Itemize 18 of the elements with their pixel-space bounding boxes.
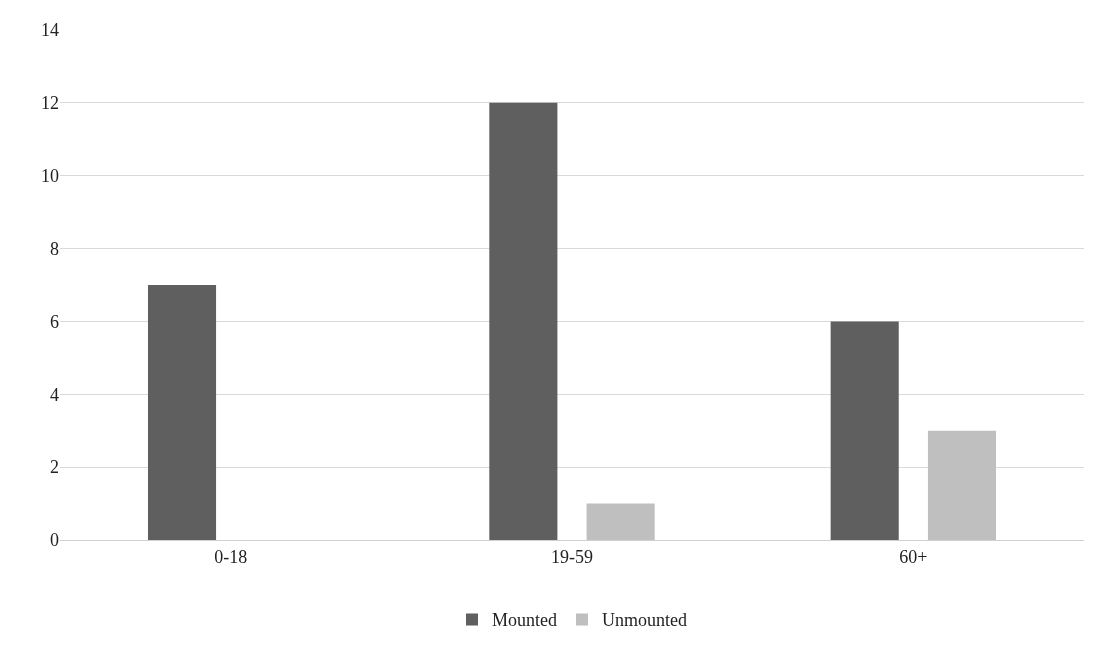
bar: [927, 430, 997, 540]
y-tick-label: 12: [41, 93, 59, 114]
y-tick-label: 2: [50, 457, 59, 478]
y-tick-label: 6: [50, 311, 59, 332]
bar: [586, 503, 655, 540]
bar: [489, 102, 558, 540]
legend-label: Unmounted: [602, 610, 687, 631]
legend-label: Mounted: [492, 610, 557, 631]
y-tick-label: 14: [41, 20, 59, 41]
y-tick-label: 0: [50, 530, 59, 551]
y-tick-label: 10: [41, 166, 59, 187]
bar: [147, 285, 217, 540]
x-tick-label: 19-59: [551, 546, 593, 567]
x-tick-label: 0-18: [214, 546, 248, 567]
y-tick-label: 8: [50, 238, 59, 259]
y-tick-label: 4: [50, 384, 59, 405]
x-tick-label: 60+: [899, 546, 928, 567]
bar: [830, 321, 899, 540]
